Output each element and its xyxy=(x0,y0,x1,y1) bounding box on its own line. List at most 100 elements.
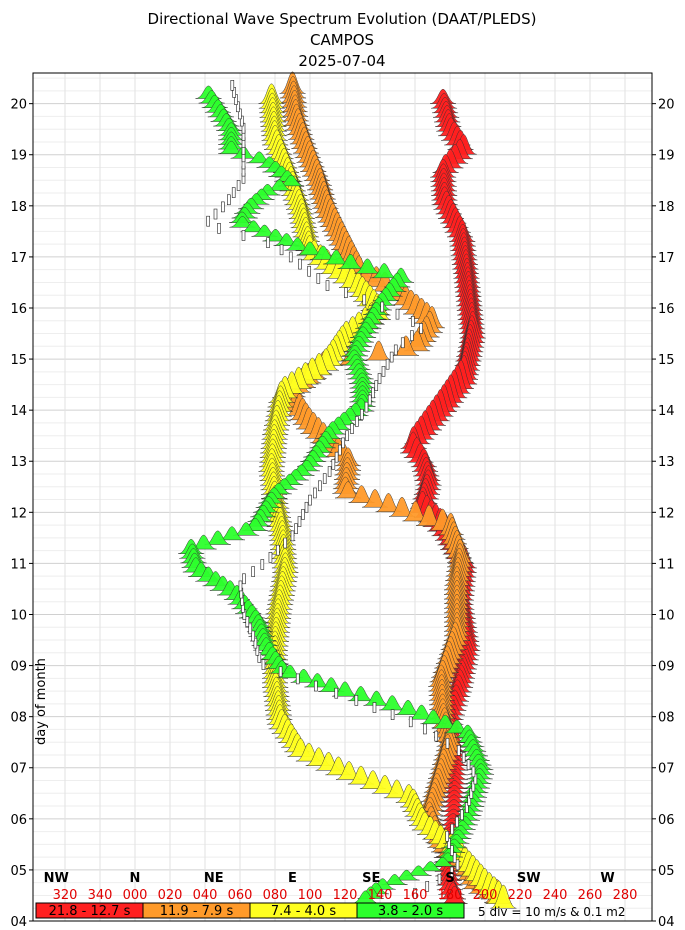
cardinal-direction-labels: NW N NE E SE S SW W xyxy=(44,871,615,886)
wind-marker xyxy=(350,423,354,434)
spectrum-peak xyxy=(449,820,476,830)
degree-tick-label: 080 xyxy=(263,888,288,903)
wind-marker xyxy=(316,273,321,284)
wind-marker xyxy=(268,552,273,563)
wind-marker xyxy=(380,301,384,313)
wind-marker xyxy=(231,187,236,198)
wind-marker xyxy=(298,258,302,270)
wind-marker xyxy=(341,437,345,449)
wind-marker xyxy=(322,473,327,484)
wind-marker xyxy=(381,366,386,377)
wind-marker xyxy=(301,509,305,520)
direction-label: NE xyxy=(204,871,224,886)
spectrum-peak xyxy=(445,829,472,840)
wind-marker xyxy=(295,673,300,685)
spectrum-peak xyxy=(350,326,377,338)
y-tick-label-right: 16 xyxy=(658,302,675,317)
degree-tick-label: 320 xyxy=(53,888,78,903)
wind-marker xyxy=(230,80,235,91)
wind-marker xyxy=(455,859,460,871)
spectrum-peak xyxy=(490,884,517,909)
degree-tick-label: 280 xyxy=(613,888,638,903)
wind-marker xyxy=(297,516,302,527)
wind-marker xyxy=(419,323,423,334)
y-tick-label-right: 19 xyxy=(658,149,675,164)
direction-label: E xyxy=(288,871,297,886)
y-tick-label-left: 09 xyxy=(10,660,27,675)
wind-marker xyxy=(314,680,318,692)
wind-marker xyxy=(473,773,478,785)
wind-marker xyxy=(410,330,414,341)
wind-marker xyxy=(242,573,246,585)
wind-marker xyxy=(294,523,298,535)
spectrum-peak xyxy=(354,258,381,274)
wind-marker xyxy=(456,745,461,756)
y-tick-label-right: 18 xyxy=(658,200,675,215)
wind-marker xyxy=(266,237,270,248)
y-tick-label-left: 13 xyxy=(10,455,27,470)
scale-note: 5 div = 10 m/s & 0.1 m2 xyxy=(478,905,625,919)
wind-marker xyxy=(455,816,459,828)
wind-marker xyxy=(461,752,466,763)
wind-marker xyxy=(408,716,413,728)
y-tick-label-right: 17 xyxy=(658,251,675,266)
wind-marker xyxy=(471,766,476,778)
y-tick-label-right: 08 xyxy=(658,711,675,726)
wind-marker xyxy=(307,265,311,277)
wind-marker xyxy=(221,201,225,213)
degree-tick-label: 140 xyxy=(368,888,393,903)
degree-tick-label: 180 xyxy=(438,888,463,903)
wind-marker xyxy=(393,344,398,356)
wind-marker xyxy=(236,101,240,113)
spectrum-peak xyxy=(352,890,379,904)
y-tick-label-right: 06 xyxy=(658,813,675,828)
wind-marker xyxy=(260,559,265,570)
wind-marker xyxy=(288,251,293,263)
y-tick-label-left: 11 xyxy=(10,557,27,572)
degree-tick-label: 240 xyxy=(543,888,568,903)
wind-marker xyxy=(275,544,280,556)
legend-label: 11.9 - 7.9 s xyxy=(160,904,234,919)
wind-series xyxy=(206,80,478,899)
wind-marker xyxy=(469,788,474,799)
wind-marker xyxy=(371,387,375,399)
wind-marker xyxy=(234,94,238,105)
direction-label: W xyxy=(600,871,614,886)
wind-marker xyxy=(372,702,377,713)
wind-marker xyxy=(253,637,258,649)
wind-marker xyxy=(434,730,439,742)
legend-label: 3.8 - 2.0 s xyxy=(378,904,443,919)
wind-marker xyxy=(359,408,364,420)
y-tick-label-right: 04 xyxy=(658,915,675,930)
y-ticks-left: 04 05 06 07 08 09 10 11 12 13 14 15 16 17 18 19 20 xyxy=(10,98,33,930)
wind-marker xyxy=(245,616,250,627)
wind-marker xyxy=(445,737,450,749)
legend-label: 7.4 - 4.0 s xyxy=(271,904,336,919)
wind-marker xyxy=(241,230,246,241)
degree-tick-label: 000 xyxy=(123,888,148,903)
wind-marker xyxy=(390,709,395,720)
wind-marker xyxy=(238,108,242,120)
y-tick-label-left: 08 xyxy=(10,711,27,726)
spectrum-peak xyxy=(337,254,364,269)
wind-marker xyxy=(251,566,255,577)
wind-marker xyxy=(255,644,260,656)
y-tick-label-right: 11 xyxy=(658,557,675,572)
y-tick-label-left: 04 xyxy=(10,915,27,930)
y-tick-label-left: 14 xyxy=(10,404,27,419)
wind-marker xyxy=(290,530,295,542)
legend-label: 21.8 - 12.7 s xyxy=(49,904,131,919)
y-tick-label-right: 05 xyxy=(658,864,675,879)
y-tick-label-right: 13 xyxy=(658,455,675,470)
wind-marker xyxy=(452,852,457,863)
wind-marker xyxy=(354,695,359,706)
wind-marker xyxy=(389,351,394,363)
y-tick-label-left: 16 xyxy=(10,302,27,317)
degree-tick-label: 040 xyxy=(193,888,218,903)
wind-marker xyxy=(466,759,471,771)
wind-marker xyxy=(227,194,231,206)
wind-marker xyxy=(449,866,454,878)
y-tick-label-left: 10 xyxy=(10,608,27,623)
wind-marker xyxy=(206,215,210,227)
wind-marker xyxy=(445,830,450,842)
